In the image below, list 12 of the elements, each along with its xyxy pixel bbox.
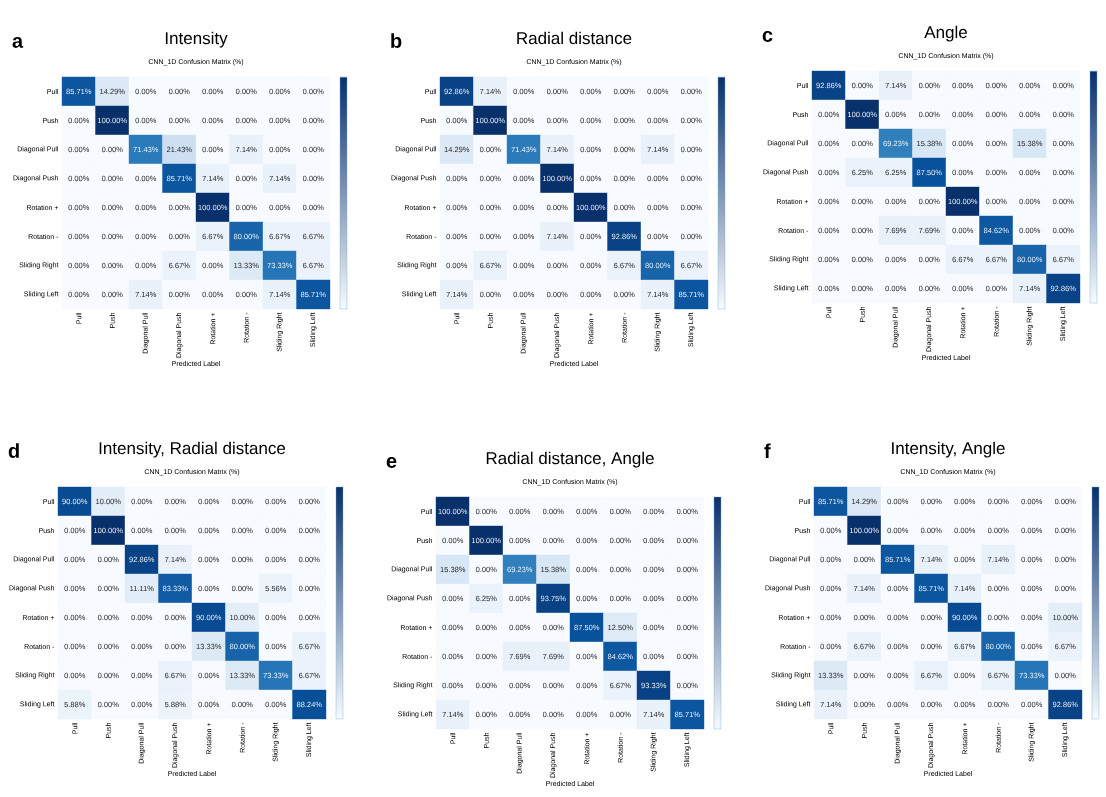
text: a (12, 36, 24, 48)
chart-title: Intensity (165, 31, 228, 48)
chart-title: Intensity, Radial distance (99, 441, 286, 458)
text: f (764, 443, 771, 458)
text: e (386, 456, 397, 468)
text: b (391, 33, 402, 48)
chart-title: Radial distance, Angle (486, 451, 654, 468)
text: c (762, 30, 773, 42)
text: d (8, 443, 19, 458)
chart-title: Radial distance (517, 31, 632, 45)
chart-title: Angle (924, 25, 967, 42)
chart-title: Intensity, Angle (892, 441, 1005, 458)
